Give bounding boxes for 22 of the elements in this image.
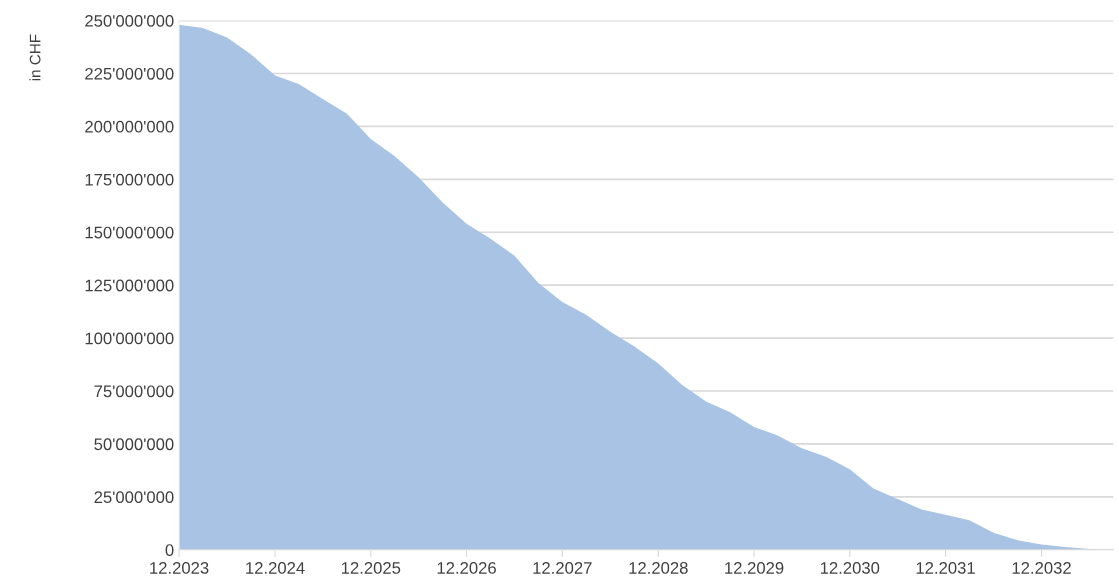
x-tick-label: 12.2026	[437, 562, 496, 574]
y-tick-label: 100'000'000	[85, 332, 174, 345]
x-tick-label: 12.2031	[916, 562, 975, 574]
x-tick-label: 12.2023	[150, 562, 209, 574]
y-tick-label: 225'000'000	[85, 67, 174, 80]
y-tick-label: 175'000'000	[85, 173, 174, 186]
x-tick-label: 12.2027	[533, 562, 592, 574]
y-tick-label: 75'000'000	[94, 385, 174, 398]
x-tick-label: 12.2029	[725, 562, 784, 574]
y-axis-title: in CHF	[29, 34, 41, 81]
x-tick-label: 12.2032	[1012, 562, 1071, 574]
x-tick-label: 12.2025	[341, 562, 401, 574]
x-tick-label: 12.2024	[246, 562, 305, 574]
x-tick-label: 12.2030	[820, 562, 880, 574]
y-tick-label: 150'000'000	[85, 226, 174, 239]
y-tick-label: 250'000'000	[85, 14, 174, 27]
y-tick-label: 50'000'000	[94, 438, 174, 451]
y-tick-label: 0	[165, 544, 174, 556]
y-tick-label: 25'000'000	[94, 491, 174, 504]
y-tick-label: 200'000'000	[85, 120, 174, 133]
x-tick-label: 12.2028	[629, 562, 688, 574]
y-tick-label: 125'000'000	[85, 279, 174, 292]
